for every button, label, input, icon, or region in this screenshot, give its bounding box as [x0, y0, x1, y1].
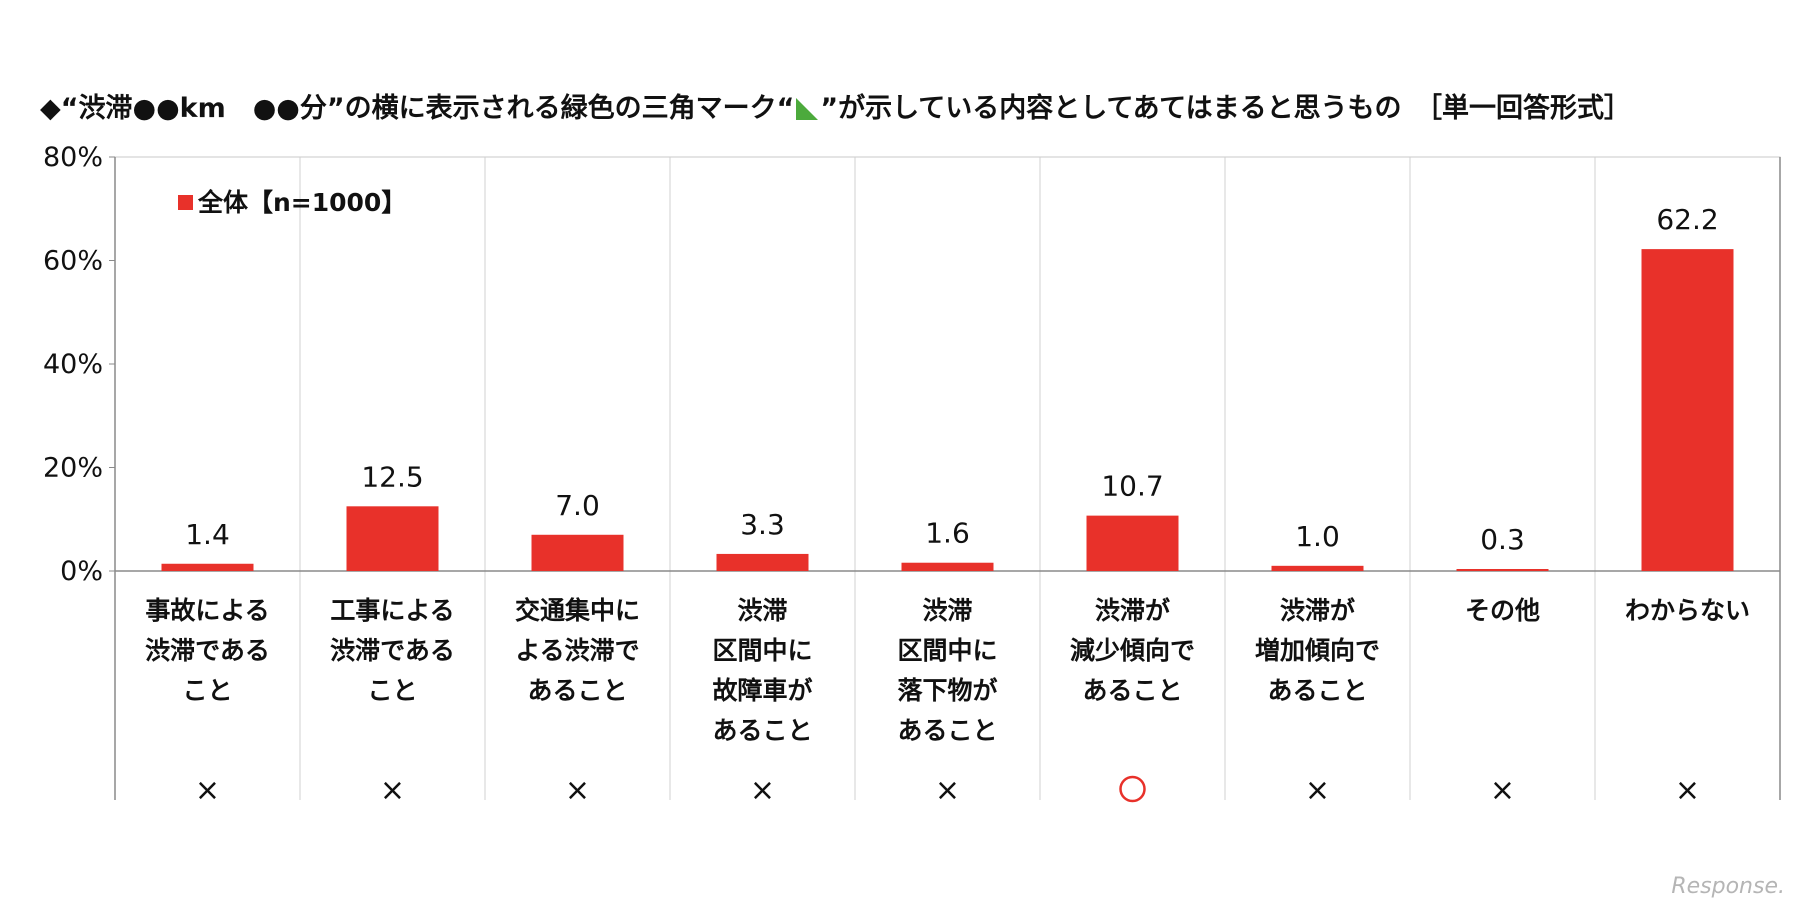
category-label: 交通集中による渋滞であること	[515, 596, 640, 705]
y-tick-label: 0%	[60, 556, 103, 587]
category-label-line: わからない	[1625, 596, 1750, 625]
data-label: 0.3	[1480, 523, 1525, 556]
category-label: わからない	[1625, 596, 1750, 625]
category-label-line: 故障車が	[712, 676, 812, 705]
data-label: 7.0	[555, 489, 600, 522]
data-label: 10.7	[1101, 470, 1163, 503]
category-label-line: あること	[712, 716, 812, 745]
y-tick-label: 20%	[43, 453, 103, 484]
category-label-line: こと	[182, 676, 232, 705]
incorrect-x-mark: ×	[1490, 773, 1515, 808]
category-label-line: 区間中に	[712, 636, 812, 665]
chart-title: ◆“渋滞●●km ●●分”の横に表示される緑色の三角マーク“ ”が示している内容と…	[40, 86, 1631, 125]
category-label-line: 渋滞	[737, 596, 787, 625]
y-tick-label: 40%	[43, 349, 103, 380]
category-label: 工事による渋滞であること	[330, 596, 455, 705]
category-label-line: 渋滞	[922, 596, 972, 625]
category-label-line: よる渋滞で	[515, 636, 639, 665]
category-label-line: 減少傾向で	[1070, 636, 1195, 665]
category-label: 渋滞区間中に故障車があること	[712, 596, 812, 745]
bar	[1271, 565, 1364, 571]
incorrect-x-mark: ×	[750, 773, 775, 808]
incorrect-x-mark: ×	[935, 773, 960, 808]
category-label-line: 渋滞である	[330, 636, 455, 665]
bar	[531, 534, 624, 571]
bar	[1086, 515, 1179, 571]
category-label: 渋滞が増加傾向であること	[1255, 596, 1380, 705]
data-label: 3.3	[740, 508, 785, 541]
incorrect-x-mark: ×	[1305, 773, 1330, 808]
category-label: 事故による渋滞であること	[145, 596, 270, 705]
data-label: 12.5	[361, 460, 423, 493]
category-label-line: 渋滞である	[145, 636, 270, 665]
category-label-line: 落下物が	[897, 676, 997, 705]
incorrect-x-mark: ×	[565, 773, 590, 808]
legend-swatch	[178, 195, 193, 210]
incorrect-x-mark: ×	[195, 773, 220, 808]
category-label: 渋滞区間中に落下物があること	[897, 596, 997, 745]
category-label-line: あること	[1082, 676, 1182, 705]
incorrect-x-mark: ×	[1675, 773, 1700, 808]
data-label: 1.4	[185, 518, 230, 551]
data-label: 1.0	[1295, 520, 1340, 553]
category-label-line: 事故による	[145, 596, 269, 625]
data-label: 1.6	[925, 517, 970, 550]
title-text-before: ◆“渋滞●●km ●●分”の横に表示される緑色の三角マーク“	[40, 93, 795, 124]
incorrect-x-mark: ×	[380, 773, 405, 808]
category-label-line: その他	[1465, 596, 1540, 625]
category-label-line: 工事による	[330, 596, 454, 625]
bar	[161, 563, 254, 571]
title-text-after: ”が示している内容としてあてはまると思うもの ［単一回答形式］	[820, 93, 1632, 124]
correct-circle-mark	[1119, 775, 1146, 803]
bar	[1456, 569, 1549, 571]
category-label-line: こと	[367, 676, 417, 705]
category-label-line: 増加傾向で	[1255, 636, 1380, 665]
y-tick-label: 80%	[43, 142, 103, 173]
y-tick-label: 60%	[43, 246, 103, 277]
category-label-line: 渋滞が	[1280, 596, 1355, 625]
data-label: 62.2	[1656, 203, 1718, 236]
category-label-line: 区間中に	[897, 636, 997, 665]
category-label-line: 交通集中に	[515, 596, 640, 625]
category-label: 渋滞が減少傾向であること	[1070, 596, 1195, 705]
category-label-line: 渋滞が	[1095, 596, 1170, 625]
bar	[901, 562, 994, 571]
category-label-line: あること	[897, 716, 997, 745]
bar	[1641, 249, 1734, 572]
category-label-line: あること	[1267, 676, 1367, 705]
response-watermark: Response.	[1671, 874, 1785, 899]
category-label-line: あること	[527, 676, 627, 705]
green-triangle-icon	[796, 98, 819, 120]
bar	[346, 506, 439, 571]
bar	[716, 553, 809, 571]
category-label: その他	[1465, 596, 1540, 625]
legend-label: 全体【n=1000】	[197, 188, 406, 217]
